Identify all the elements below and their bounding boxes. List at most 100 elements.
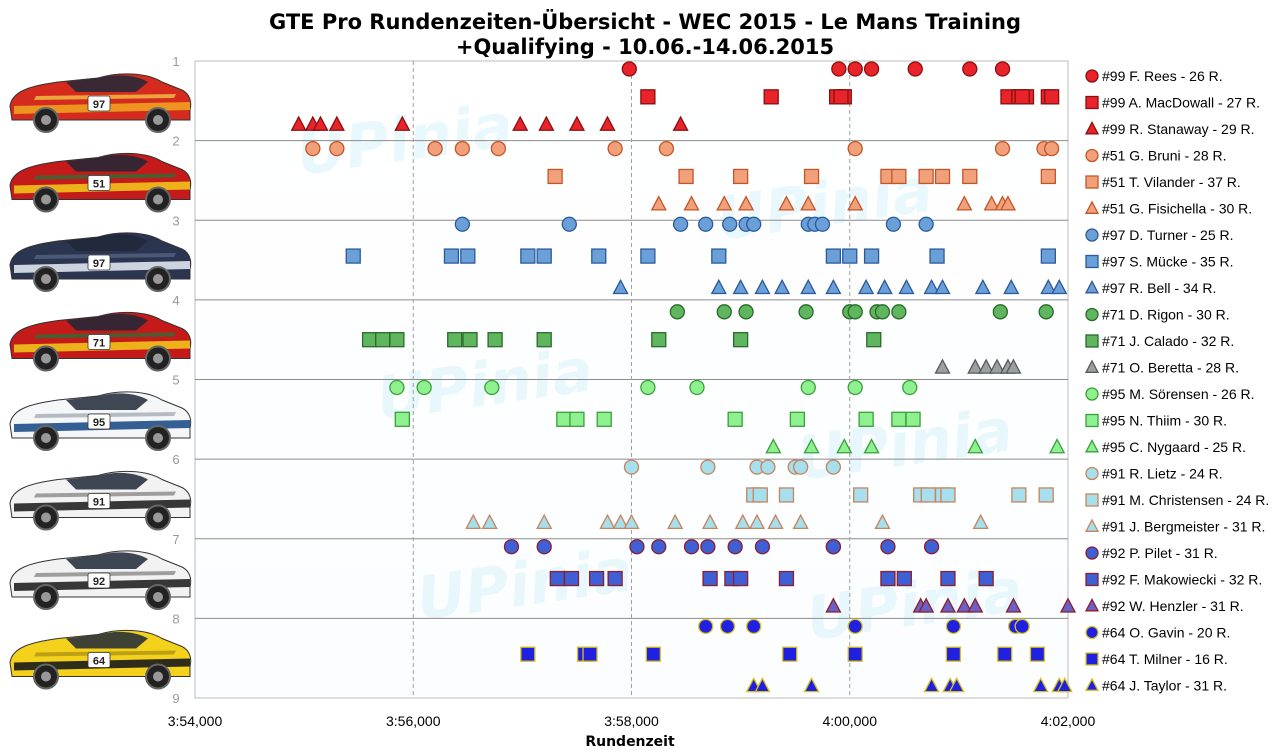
data-point-triangle: [800, 195, 817, 211]
car-hub: [153, 433, 163, 443]
data-point-triangle: [599, 115, 616, 131]
data-point-triangle: [934, 278, 951, 295]
data-point-square: [866, 332, 882, 348]
data-point-circle: [623, 459, 640, 475]
x-tick-label: 3:54,000: [168, 713, 223, 729]
series-group: [503, 539, 940, 555]
car-hub: [153, 512, 163, 523]
data-point-triangle: [667, 513, 684, 530]
data-point-circle: [754, 539, 771, 555]
legend-item: #95 N. Thiim - 30 R.: [1085, 413, 1227, 429]
legend-item: #92 P. Pilet - 31 R.: [1085, 545, 1218, 561]
data-point-square: [651, 332, 667, 348]
legend-label: #97 R. Bell - 34 R.: [1102, 280, 1216, 296]
car-image: 95: [9, 391, 192, 451]
legend-item: #95 M. Sörensen - 26 R.: [1085, 386, 1255, 402]
x-tick-label: 3:56,000: [386, 713, 441, 729]
data-point-triangle: [934, 358, 951, 374]
car-hub: [41, 194, 51, 205]
legend-label: #92 F. Makowiecki - 32 R.: [1102, 572, 1262, 588]
series-group: [669, 304, 1054, 320]
data-point-triangle: [1032, 676, 1049, 693]
data-point-square: [752, 487, 768, 503]
data-point-circle: [800, 379, 816, 396]
legend-label: #71 O. Beretta - 28 R.: [1102, 360, 1239, 376]
data-point-square: [487, 332, 503, 348]
car-number-plate: [87, 254, 111, 271]
car-number-plate: [87, 95, 111, 112]
legend-label: #51 T. Vilander - 37 R.: [1102, 174, 1241, 190]
data-point-circle: [847, 304, 863, 320]
legend-item: #97 D. Turner - 25 R.: [1085, 227, 1234, 243]
data-point-circle: [918, 216, 934, 232]
data-point-triangle: [956, 597, 973, 613]
data-point-triangle: [1051, 278, 1068, 295]
car-image: 71: [9, 311, 192, 372]
car-number-plate: [87, 413, 111, 430]
data-point-circle: [746, 216, 762, 232]
car-number: 97: [93, 258, 105, 270]
x-tick-label: 3:58,000: [604, 713, 659, 729]
data-point-square: [863, 248, 880, 264]
legend-label: #64 T. Milner - 16 R.: [1102, 651, 1228, 667]
data-point-circle: [689, 379, 705, 396]
data-point-square: [962, 168, 978, 185]
y-tick-label: 1: [172, 54, 179, 69]
data-point-square: [1038, 487, 1054, 503]
data-point-triangle: [803, 676, 820, 693]
car-hub: [153, 353, 163, 364]
car-window: [66, 631, 148, 649]
legend-marker: [1084, 518, 1100, 532]
car-number-plate: [87, 652, 111, 668]
data-point-circle: [561, 216, 577, 232]
series-group: [650, 195, 1017, 211]
legend-label: #92 P. Pilet - 31 R.: [1102, 545, 1218, 561]
data-point-triangle: [650, 195, 667, 211]
data-point-triangle: [967, 358, 984, 374]
legend-item: #64 J. Taylor - 31 R.: [1084, 677, 1227, 694]
data-point-circle: [503, 539, 520, 555]
car-window: [66, 154, 148, 172]
data-point-triangle: [939, 597, 957, 613]
series-group: [547, 168, 1057, 185]
car-hub: [41, 512, 51, 523]
data-point-circle: [874, 304, 891, 320]
legend-label: #97 D. Turner - 25 R.: [1102, 227, 1234, 243]
data-point-circle: [825, 539, 842, 555]
data-point-square: [905, 411, 921, 427]
car-number-plate: [87, 334, 111, 350]
data-point-triangle: [394, 115, 411, 131]
series-group: [640, 89, 1060, 105]
data-point-circle: [629, 539, 645, 555]
data-point-triangle: [1059, 597, 1077, 613]
data-point-triangle: [825, 278, 842, 295]
data-point-square: [1040, 248, 1057, 264]
data-point-circle: [683, 539, 700, 555]
legend-item: #71 D. Rigon - 30 R.: [1085, 307, 1230, 323]
car-hub: [41, 274, 51, 284]
data-point-circle: [484, 379, 500, 396]
x-axis-ticks: 3:54,000 3:56,000 3:58,000 4:00,000 4:02,000: [168, 713, 1096, 729]
data-point-triangle: [836, 438, 853, 454]
legend-item: #64 T. Milner - 16 R.: [1085, 651, 1228, 667]
data-point-square: [825, 248, 842, 264]
legend-marker: [1085, 254, 1099, 269]
data-point-square: [945, 646, 962, 662]
data-point-triangle: [803, 438, 820, 454]
data-point-circle: [1014, 618, 1030, 634]
y-tick-label: 4: [172, 293, 179, 308]
data-point-circle: [738, 304, 754, 320]
data-point-square: [778, 487, 795, 503]
series-group: [520, 646, 1046, 662]
data-point-square: [896, 570, 912, 587]
car-number: 51: [93, 179, 105, 191]
legend-marker: [1085, 95, 1099, 110]
data-point-circle: [992, 304, 1008, 320]
legend-label: #95 N. Thiim - 30 R.: [1102, 413, 1227, 429]
data-point-square: [569, 411, 585, 427]
legend-label: #64 O. Gavin - 20 R.: [1102, 625, 1230, 641]
data-point-square: [375, 332, 391, 348]
data-point-square: [556, 411, 572, 427]
data-point-triangle: [568, 115, 586, 131]
car-hub: [41, 671, 51, 682]
